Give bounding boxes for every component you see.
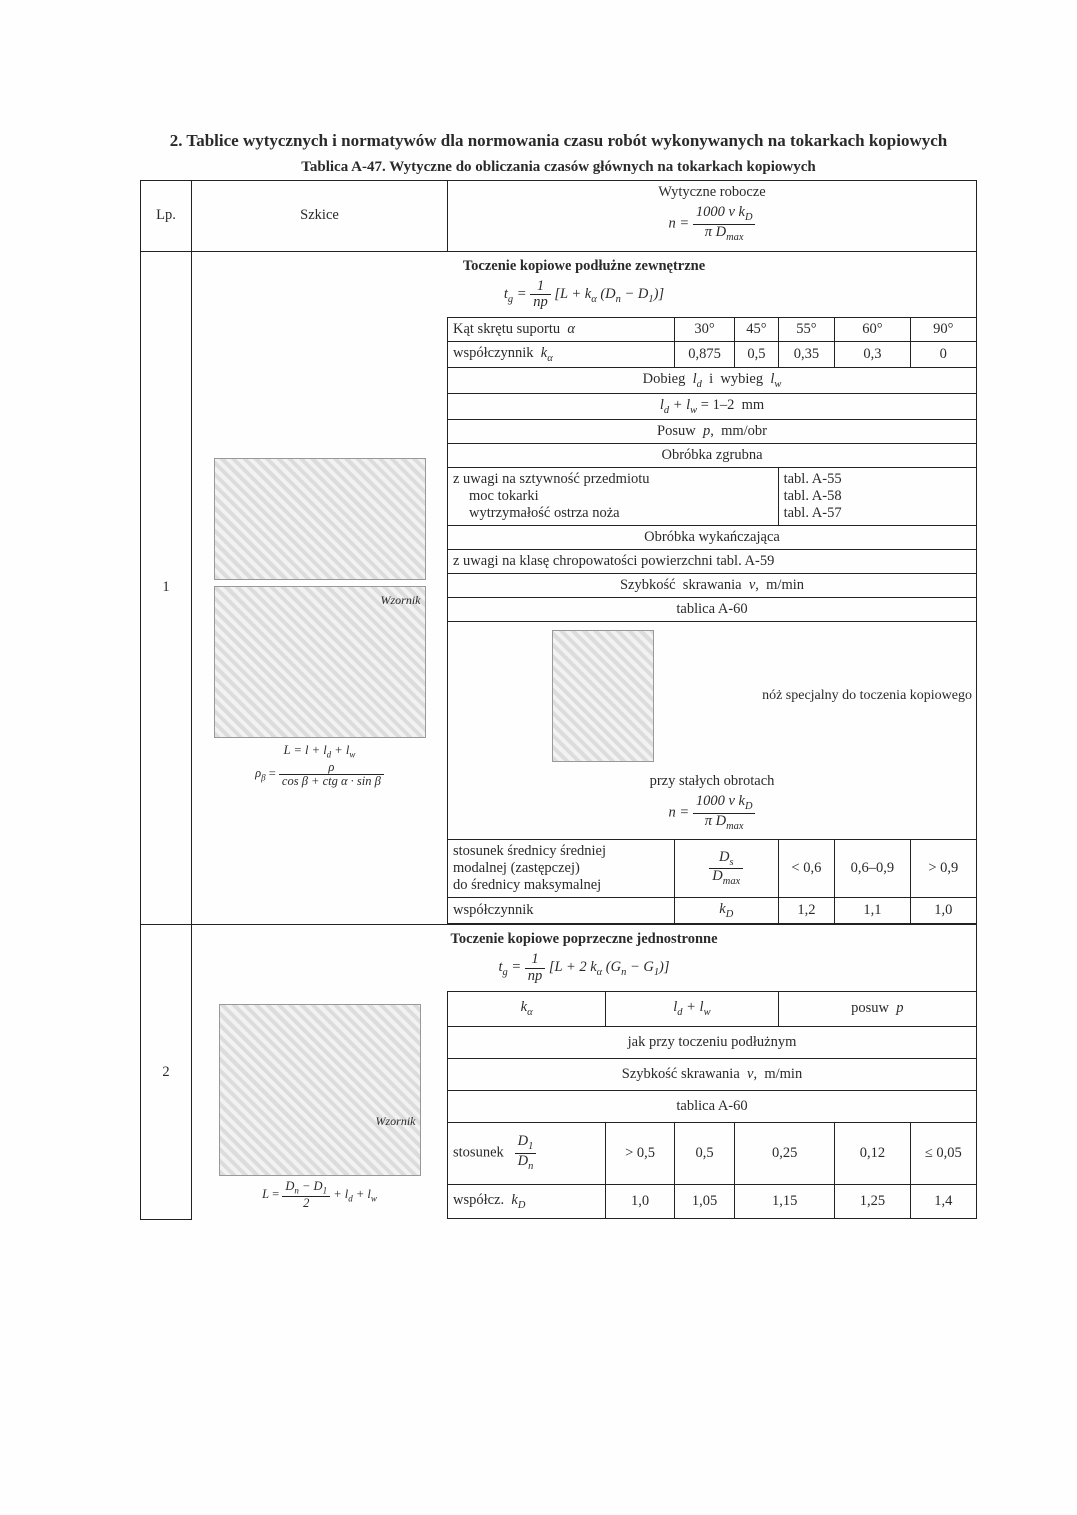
row2-wv-4: 1,4 [910, 1184, 976, 1219]
row1-lp: 1 [141, 251, 192, 925]
ratio-range-0: < 0,6 [778, 840, 835, 898]
row1-sketch-cell: Wzornik L = l + ld + lw ρβ = ρ cos β + c… [192, 318, 448, 925]
wsp-0: 1,2 [778, 898, 835, 924]
coef-4: 0 [910, 342, 976, 368]
row2-szybkosc: Szybkość skrawania v, m/min [448, 1058, 977, 1090]
row2-sr-1: 0,5 [674, 1123, 734, 1184]
main-table: Lp. Szkice Wytyczne robocze n = 1000 v k… [140, 180, 977, 1220]
zgrubna-l3: wytrzymałość ostrza noża [453, 505, 773, 522]
row1-heading: Toczenie kopiowe podłużne zewnętrzne [197, 258, 971, 275]
ratio-l2: modalnej (zastępczej) [453, 860, 669, 877]
row2-sketch-cell: Wzornik L = Dn − D1 2 + ld + lw [192, 991, 448, 1219]
n-denominator: π Dmax [693, 225, 756, 244]
row2-wv-2: 1,15 [735, 1184, 835, 1219]
wsp-label: współczynnik [448, 898, 675, 924]
wyk-line: z uwagi na klasę chropowatości powierzch… [448, 549, 977, 573]
angle-45: 45° [735, 318, 778, 342]
przy-obrotach: przy stałych obrotach [453, 773, 971, 790]
tool-sketch-cell: nóż specjalny do toczenia kopiowego [448, 621, 977, 770]
zgrubna-t2: tabl. A-58 [784, 488, 971, 505]
ratio-l3: do średnicy maksymalnej [453, 877, 669, 894]
row1-top-sketch [214, 458, 426, 580]
row2-L-formula: L = Dn − D1 2 + ld + lw [199, 1180, 440, 1210]
header-robocze: Wytyczne robocze n = 1000 v kD π Dmax [448, 180, 977, 251]
angle-90: 90° [910, 318, 976, 342]
row2-heading: Toczenie kopiowe poprzeczne jednostronne [197, 931, 971, 948]
angle-60: 60° [835, 318, 910, 342]
zgrubna-reasons: z uwagi na sztywność przedmiotu moc toka… [448, 467, 779, 525]
row2-wv-0: 1,0 [606, 1184, 675, 1219]
section-title: 2. Tablice wytycznych i normatywów dla n… [140, 130, 977, 153]
robocze-title: Wytyczne robocze [453, 184, 971, 201]
row2-wv-1: 1,05 [674, 1184, 734, 1219]
tool-note: nóż specjalny do toczenia kopiowego [754, 688, 972, 704]
ratio-symbol: Ds Dmax [674, 840, 778, 898]
dobieg-formula: ld + lw = 1–2 mm [448, 393, 977, 419]
wzornik-label: Wzornik [381, 593, 421, 608]
coef-2: 0,35 [778, 342, 835, 368]
n-eq: n = [669, 216, 690, 232]
row1-bottom-sketch: Wzornik [214, 586, 426, 738]
obrobka-zgrubna: Obróbka zgrubna [448, 443, 977, 467]
ratio-label: stosunek średnicy średniej modalnej (zas… [448, 840, 675, 898]
angle-label: Kąt skrętu suportu α [448, 318, 675, 342]
ratio-range-2: > 0,9 [910, 840, 976, 898]
n-formula-repeat: n = 1000 v kD π Dmax [453, 790, 971, 837]
coef-1: 0,5 [735, 342, 778, 368]
n-numerator: 1000 v kD [693, 205, 756, 225]
obrobka-wyk: Obróbka wykańczająca [448, 525, 977, 549]
zgrubna-tables: tabl. A-55 tabl. A-58 tabl. A-57 [778, 467, 976, 525]
row2-a60: tablica A-60 [448, 1090, 977, 1122]
row2-wv-3: 1,25 [835, 1184, 910, 1219]
row2-sr-2: 0,25 [735, 1123, 835, 1184]
row2-posuw: posuw p [778, 991, 976, 1026]
row2-jak-przy: jak przy toczeniu podłużnym [448, 1026, 977, 1058]
row1-rho-formula: ρβ = ρ cos β + ctg α · sin β [199, 761, 440, 788]
tool-sketch [552, 630, 654, 762]
header-lp: Lp. [141, 180, 192, 251]
coef-label: współczynnik kα [448, 342, 675, 368]
szybkosc-header: Szybkość skrawania v, m/min [448, 573, 977, 597]
dobieg-header: Dobieg ld i wybieg lw [448, 367, 977, 393]
header-n-formula: n = 1000 v kD π Dmax [453, 201, 971, 248]
tablica-a60: tablica A-60 [448, 597, 977, 621]
wsp-1: 1,1 [835, 898, 910, 924]
zgrubna-t1: tabl. A-55 [784, 471, 971, 488]
row2-wzornik-label: Wzornik [376, 1114, 416, 1129]
row2-heading-cell: Toczenie kopiowe poprzeczne jednostronne… [192, 925, 977, 991]
zgrubna-l2: moc tokarki [453, 488, 773, 505]
coef-3: 0,3 [835, 342, 910, 368]
document-page: 2. Tablice wytycznych i normatywów dla n… [0, 0, 1077, 1515]
row2-sr-3: 0,12 [835, 1123, 910, 1184]
wsp-sym: kD [674, 898, 778, 924]
row2-sr-4: ≤ 0,05 [910, 1123, 976, 1184]
angle-55: 55° [778, 318, 835, 342]
zgrubna-t3: tabl. A-57 [784, 505, 971, 522]
coef-0: 0,875 [674, 342, 734, 368]
table-caption: Tablica A-47. Wytyczne do obliczania cza… [140, 159, 977, 176]
przy-obrotach-cell: przy stałych obrotach n = 1000 v kD π Dm… [448, 770, 977, 840]
row2-sr-0: > 0,5 [606, 1123, 675, 1184]
row2-tg-formula: tg = 1np [L + 2 kα (Gn − G1)] [197, 948, 971, 987]
ratio-l1: stosunek średnicy średniej [453, 843, 669, 860]
row1-L-formula: L = l + ld + lw [199, 742, 440, 761]
zgrubna-l1: z uwagi na sztywność przedmiotu [453, 471, 773, 488]
row1-tg-formula: tg = 1 np [L + kα (Dn − D1)] [197, 275, 971, 314]
row2-kalpha: kα [448, 991, 606, 1026]
ratio-range-1: 0,6–0,9 [835, 840, 910, 898]
row2-stosunek-label: stosunek D1 Dn [448, 1123, 606, 1184]
header-szkice: Szkice [192, 180, 448, 251]
posuw-header: Posuw p, mm/obr [448, 419, 977, 443]
row1-heading-cell: Toczenie kopiowe podłużne zewnętrzne tg … [192, 251, 977, 317]
row2-lp: 2 [141, 925, 192, 1220]
row2-wsp-label: współcz. kD [448, 1184, 606, 1219]
angle-30: 30° [674, 318, 734, 342]
row2-ldw: ld + lw [606, 991, 778, 1026]
row2-sketch: Wzornik [219, 1004, 421, 1176]
wsp-2: 1,0 [910, 898, 976, 924]
